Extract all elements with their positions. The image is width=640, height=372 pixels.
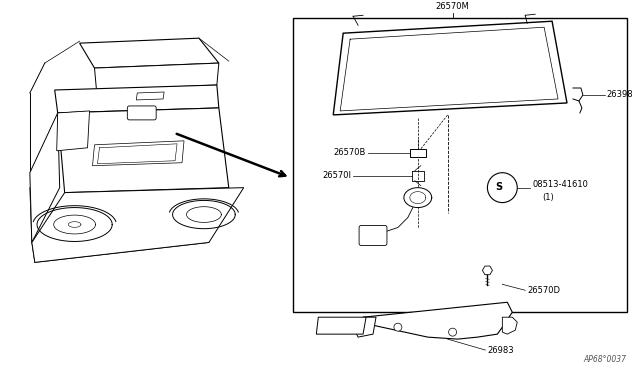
FancyBboxPatch shape	[127, 106, 156, 120]
Polygon shape	[32, 187, 244, 262]
Circle shape	[394, 323, 402, 331]
Polygon shape	[136, 92, 164, 100]
Text: AP68°0037: AP68°0037	[584, 355, 627, 364]
Text: 26570B: 26570B	[333, 148, 366, 157]
Circle shape	[488, 173, 517, 203]
Polygon shape	[333, 21, 567, 115]
Polygon shape	[363, 302, 512, 339]
Text: S: S	[495, 182, 502, 192]
Text: 26398: 26398	[607, 90, 634, 99]
Polygon shape	[404, 187, 432, 208]
Text: (1): (1)	[542, 193, 554, 202]
Text: 26983: 26983	[488, 346, 514, 355]
Polygon shape	[58, 108, 228, 193]
Text: 26570D: 26570D	[527, 286, 560, 295]
Polygon shape	[30, 113, 60, 243]
Bar	[294, 18, 627, 312]
Polygon shape	[502, 317, 517, 334]
Text: 26570І: 26570І	[322, 171, 351, 180]
Text: 26570M: 26570M	[436, 2, 470, 11]
Text: 08513-41610: 08513-41610	[532, 180, 588, 189]
Polygon shape	[483, 266, 492, 275]
FancyBboxPatch shape	[359, 225, 387, 246]
Polygon shape	[57, 111, 90, 151]
Polygon shape	[95, 63, 219, 90]
Polygon shape	[93, 141, 184, 166]
Bar	[410, 149, 426, 157]
Polygon shape	[79, 38, 219, 68]
Polygon shape	[54, 85, 219, 113]
Polygon shape	[316, 317, 366, 334]
Circle shape	[449, 328, 456, 336]
Polygon shape	[353, 317, 376, 337]
